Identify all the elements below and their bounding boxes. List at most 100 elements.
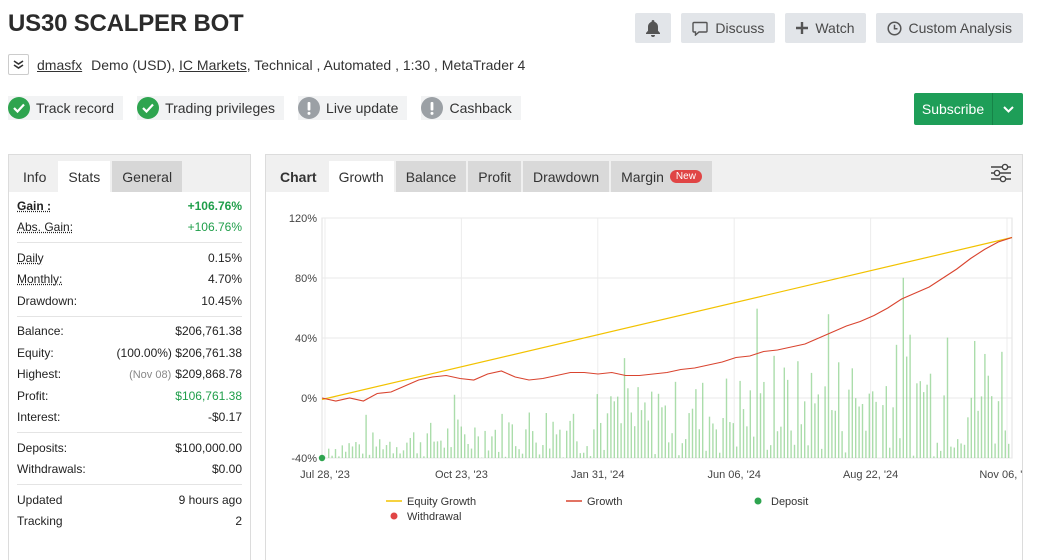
daily-bar [637, 387, 639, 458]
daily-bar [698, 429, 700, 458]
highest-date: (Nov 08) [129, 369, 172, 382]
daily-bar [430, 422, 432, 458]
daily-bar [817, 394, 819, 458]
daily-bar [763, 381, 765, 458]
tab-drawdown[interactable]: Drawdown [522, 161, 610, 192]
tab-general[interactable]: General [112, 161, 183, 192]
daily-bar [399, 453, 401, 458]
growth-chart[interactable]: 120% 80% 40% 0% -40% Jul 28, '23 Oct 23, '23 Ja… [266, 193, 1022, 560]
daily-bar [470, 448, 473, 458]
stat-label[interactable]: Abs. Gain: [17, 220, 74, 235]
stat-equity: Equity: (100.00%) $206,761.38 [17, 342, 242, 364]
daily-bar [929, 373, 932, 458]
legend-label: Growth [587, 496, 622, 508]
check-icon [137, 97, 160, 119]
stats-tabs: Info Stats General [9, 155, 250, 192]
discuss-button[interactable]: Discuss [681, 13, 776, 43]
daily-bar [375, 446, 377, 458]
chart-panel: Chart Growth Balance Profit Drawdown Mar… [265, 154, 1023, 560]
daily-bar [538, 454, 541, 458]
daily-bar [780, 426, 782, 458]
tab-profit[interactable]: Profit [468, 161, 521, 192]
daily-bar [372, 432, 374, 458]
daily-bar [783, 367, 785, 458]
daily-bar [586, 446, 588, 458]
avatar[interactable] [8, 54, 29, 75]
badge-trading-privileges: Trading privileges [137, 96, 285, 120]
daily-bar [474, 427, 476, 458]
daily-bar [549, 448, 551, 458]
daily-bar [749, 390, 751, 458]
notify-button[interactable] [635, 13, 672, 43]
tab-balance[interactable]: Balance [395, 161, 467, 192]
stat-label[interactable]: Gain : [17, 198, 52, 213]
tab-info[interactable]: Info [23, 168, 47, 185]
daily-bar [702, 382, 704, 458]
daily-bar [814, 403, 816, 458]
tab-stats[interactable]: Stats [58, 161, 111, 192]
divider [17, 432, 242, 433]
daily-bar [804, 401, 806, 458]
daily-bar [634, 426, 636, 458]
tab-margin[interactable]: Margin New [611, 161, 712, 192]
stat-updated: Updated 9 hours ago [17, 489, 242, 511]
daily-bar [997, 401, 1000, 458]
daily-bar [379, 439, 381, 458]
author-link[interactable]: dmasfx [37, 56, 83, 73]
stat-label[interactable]: Monthly: [17, 272, 63, 287]
daily-bar [739, 380, 741, 458]
daily-bar [657, 393, 660, 458]
daily-bar [855, 398, 857, 458]
settings-sliders-icon[interactable] [990, 163, 1012, 188]
daily-bar [725, 378, 728, 458]
daily-bar [946, 337, 949, 458]
exclamation-icon [298, 97, 321, 119]
y-tick-label: 80% [295, 273, 317, 285]
daily-bar [358, 444, 360, 458]
subscribe-label[interactable]: Subscribe [914, 93, 993, 125]
subscribe-button[interactable]: Subscribe [914, 93, 1023, 125]
daily-bar [600, 422, 602, 458]
daily-bar [671, 433, 673, 458]
tab-growth[interactable]: Growth [328, 161, 394, 192]
daily-bar [1008, 443, 1010, 458]
tab-margin-label: Margin [621, 168, 664, 185]
stat-label[interactable]: Daily [17, 250, 44, 265]
daily-bar [396, 447, 398, 458]
y-tick-label: -40% [291, 453, 317, 465]
daily-bar [579, 453, 581, 458]
daily-bar [950, 446, 952, 458]
daily-bar [433, 441, 435, 458]
daily-bar [365, 414, 367, 458]
badge-label: Cashback [449, 100, 512, 116]
daily-bar [940, 450, 942, 458]
stat-drawdown: Drawdown: 10.45% [17, 290, 242, 312]
chevron-down-icon[interactable] [993, 93, 1023, 125]
daily-bar [348, 443, 350, 458]
daily-bar [668, 442, 670, 458]
stat-value: 10.45% [201, 293, 242, 308]
stat-withdrawals: Withdrawals: $0.00 [17, 459, 242, 481]
legend-swatch [390, 512, 398, 520]
daily-bar [994, 443, 996, 458]
daily-bar [957, 439, 959, 458]
stat-value: 0.15% [207, 250, 242, 265]
stats-list: Gain : +106.76% Abs. Gain: +106.76% Dail… [9, 195, 250, 532]
daily-bar [467, 443, 469, 458]
daily-bar [450, 447, 452, 458]
daily-bar [980, 396, 983, 458]
broker-link[interactable]: IC Markets [179, 56, 247, 73]
daily-bar [392, 453, 394, 458]
chat-icon [692, 21, 709, 36]
daily-bar [566, 430, 568, 458]
daily-bar [426, 433, 428, 458]
watch-button[interactable]: Watch [785, 13, 866, 43]
daily-bar [464, 434, 466, 458]
daily-bar [572, 413, 575, 458]
daily-bar [681, 443, 683, 458]
daily-bar [919, 381, 921, 458]
daily-bar [821, 448, 823, 458]
custom-analysis-button[interactable]: Custom Analysis [875, 13, 1023, 43]
badge-label: Live update [326, 100, 399, 116]
x-tick-label: Oct 23, '23 [435, 469, 488, 481]
